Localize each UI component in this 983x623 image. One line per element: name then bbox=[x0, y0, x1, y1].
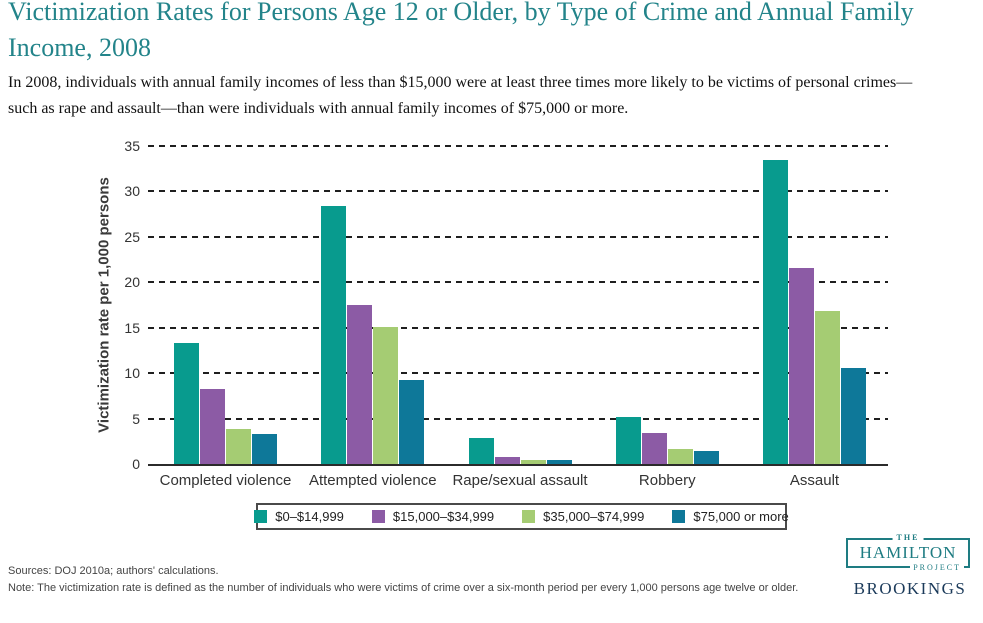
y-tick-label: 5 bbox=[132, 410, 140, 427]
bar bbox=[468, 438, 494, 464]
legend-swatch bbox=[371, 510, 385, 523]
legend-item: $35,000–$74,999 bbox=[522, 509, 644, 524]
bar bbox=[373, 327, 399, 464]
page-title: Victimization Rates for Persons Age 12 o… bbox=[8, 0, 914, 62]
gridline bbox=[148, 145, 888, 147]
legend-item: $75,000 or more bbox=[672, 509, 789, 524]
y-axis-label: Victimization rate per 1,000 persons bbox=[95, 177, 113, 433]
logo-the: THE bbox=[892, 533, 924, 542]
bar-group bbox=[763, 160, 866, 464]
gridline bbox=[148, 281, 888, 284]
category-label: Robbery bbox=[638, 472, 696, 489]
gridline bbox=[148, 417, 888, 420]
legend: $0–$14,999 $15,000–$34,999 $35,000–$74,999… bbox=[254, 503, 789, 530]
legend-swatch bbox=[672, 510, 686, 523]
bar bbox=[494, 457, 520, 464]
bar bbox=[399, 380, 425, 464]
bar-group bbox=[174, 343, 277, 464]
brookings-wordmark: BROOKINGS bbox=[853, 579, 967, 598]
bar bbox=[174, 343, 199, 464]
logo-project: PROJECT bbox=[910, 563, 964, 572]
legend-label: $75,000 or more bbox=[693, 509, 789, 524]
legend-label: $15,000–$34,999 bbox=[392, 509, 495, 524]
bar-group bbox=[468, 438, 572, 464]
bar-group bbox=[321, 206, 425, 464]
legend-swatch bbox=[522, 510, 536, 523]
legend-label: $35,000–$74,999 bbox=[543, 509, 645, 524]
figure-subtitle: In 2008, individuals with annual family … bbox=[8, 74, 913, 117]
bar bbox=[815, 311, 840, 464]
gridline bbox=[148, 372, 888, 375]
gridline bbox=[148, 190, 888, 193]
bar bbox=[763, 160, 788, 464]
bar bbox=[641, 433, 667, 464]
y-tick-label: 30 bbox=[124, 183, 140, 200]
hamilton-project-logo: THE HAMILTON PROJECT BROOKINGS bbox=[846, 533, 974, 599]
y-tick-label: 25 bbox=[124, 228, 140, 245]
legend-swatch bbox=[254, 510, 268, 523]
bar bbox=[693, 451, 719, 464]
legend-item: $15,000–$34,999 bbox=[371, 509, 495, 524]
bar bbox=[226, 429, 251, 464]
y-tick-label: 10 bbox=[124, 365, 140, 382]
note-text: Note: The victimization rate is defined … bbox=[8, 582, 799, 594]
bar bbox=[520, 460, 546, 464]
category-label: Assault bbox=[789, 472, 840, 489]
bar bbox=[615, 417, 641, 464]
bar bbox=[200, 389, 225, 464]
legend-label: $0–$14,999 bbox=[275, 509, 344, 524]
category-label: Completed violence bbox=[159, 472, 292, 489]
logo-hamilton: HAMILTON bbox=[859, 543, 957, 562]
plot-area: 0 5 10 15 20 25 30 35 Completed violence Attempte… bbox=[124, 138, 888, 489]
y-tick-label: 35 bbox=[124, 138, 140, 154]
gridline bbox=[148, 326, 888, 329]
bar bbox=[347, 305, 373, 464]
gridline bbox=[148, 235, 888, 238]
y-tick-label: 0 bbox=[132, 456, 140, 472]
category-label: Rape/sexual assault bbox=[452, 472, 588, 489]
y-tick-label: 15 bbox=[124, 319, 140, 336]
sources-text: Sources: DOJ 2010a; authors' calculation… bbox=[8, 565, 219, 577]
bar bbox=[789, 268, 814, 464]
category-label: Attempted violence bbox=[308, 472, 437, 489]
bar bbox=[321, 206, 347, 464]
y-tick-label: 20 bbox=[124, 274, 140, 291]
legend-item: $0–$14,999 bbox=[254, 509, 344, 524]
bar-group bbox=[615, 417, 719, 464]
bar bbox=[667, 449, 693, 464]
bar bbox=[841, 368, 866, 464]
logo-box: THE HAMILTON PROJECT bbox=[846, 533, 970, 572]
bar bbox=[252, 434, 277, 464]
bar bbox=[546, 460, 572, 464]
